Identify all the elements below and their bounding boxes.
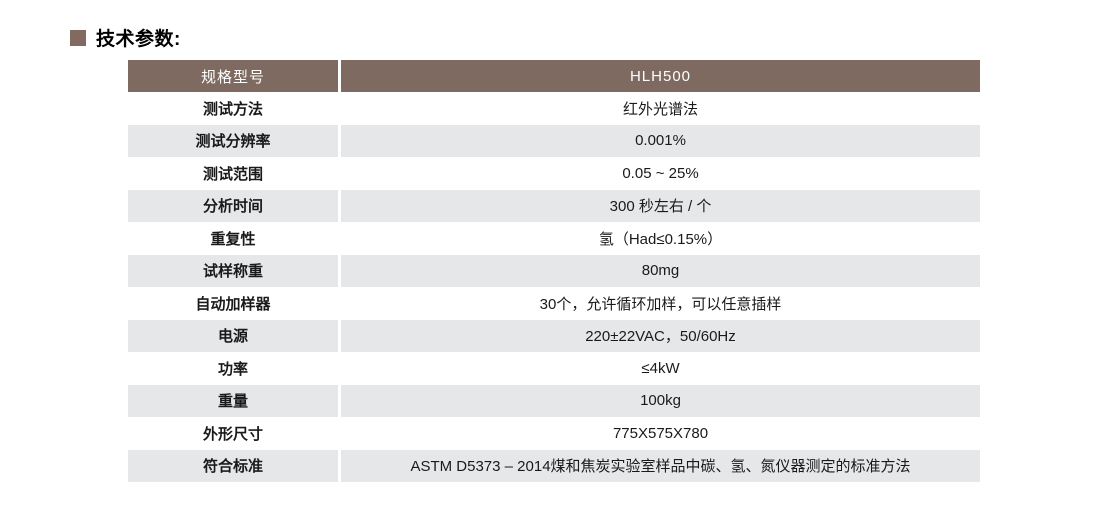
row-label: 外形尺寸 xyxy=(128,417,341,450)
row-label: 测试范围 xyxy=(128,157,341,190)
row-label: 自动加样器 xyxy=(128,287,341,320)
table-row: 重量 100kg xyxy=(128,384,980,417)
spec-table: 规格型号 HLH500 测试方法 红外光谱法 测试分辨率 0.001% 测试范围… xyxy=(128,60,980,482)
row-value: 100kg xyxy=(640,392,681,410)
row-label: 试样称重 xyxy=(128,254,341,287)
table-row: 试样称重 80mg xyxy=(128,254,980,287)
row-label: 符合标准 xyxy=(128,449,341,482)
page-title: 技术参数: xyxy=(96,29,181,50)
row-value: ≤4kW xyxy=(641,359,680,377)
row-value: 0.05 ~ 25% xyxy=(622,164,699,182)
table-row: 自动加样器 30个，允许循环加样，可以任意插样 xyxy=(128,287,980,320)
row-value: 300 秒左右 / 个 xyxy=(609,198,712,216)
row-label: 重复性 xyxy=(128,222,341,255)
row-label: 功率 xyxy=(128,352,341,385)
row-label: 重量 xyxy=(128,384,341,417)
row-label: 电源 xyxy=(128,319,341,352)
table-row: 功率 ≤4kW xyxy=(128,352,980,385)
row-value: 氢（Had≤0.15%） xyxy=(598,230,723,248)
table-row: 外形尺寸 775X575X780 xyxy=(128,417,980,450)
table-row: 重复性 氢（Had≤0.15%） xyxy=(128,222,980,255)
row-value: ASTM D5373 – 2014煤和焦炭实验室样品中碳、氢、氮仪器测定的标准方… xyxy=(410,458,911,476)
table-row: 测试方法 红外光谱法 xyxy=(128,92,980,125)
row-value: 30个，允许循环加样，可以任意插样 xyxy=(539,295,782,313)
section-title: 技术参数: xyxy=(70,24,181,51)
table-header-value: HLH500 xyxy=(629,67,692,85)
row-label: 测试分辨率 xyxy=(128,124,341,157)
table-row: 分析时间 300 秒左右 / 个 xyxy=(128,189,980,222)
table-row: 测试范围 0.05 ~ 25% xyxy=(128,157,980,190)
row-value: 0.001% xyxy=(635,132,686,150)
row-value: 红外光谱法 xyxy=(622,100,698,118)
table-row: 测试分辨率 0.001% xyxy=(128,124,980,157)
bullet-square-icon xyxy=(70,29,86,46)
row-value: 775X575X780 xyxy=(612,424,709,442)
table-row: 电源 220±22VAC，50/60Hz xyxy=(128,319,980,352)
row-label: 测试方法 xyxy=(128,92,341,125)
table-header-label: 规格型号 xyxy=(128,60,341,92)
row-value: 80mg xyxy=(641,262,680,280)
table-row: 符合标准 ASTM D5373 – 2014煤和焦炭实验室样品中碳、氢、氮仪器测… xyxy=(128,449,980,482)
row-label: 分析时间 xyxy=(128,189,341,222)
row-value: 220±22VAC，50/60Hz xyxy=(585,328,736,346)
table-header-row: 规格型号 HLH500 xyxy=(128,60,980,92)
